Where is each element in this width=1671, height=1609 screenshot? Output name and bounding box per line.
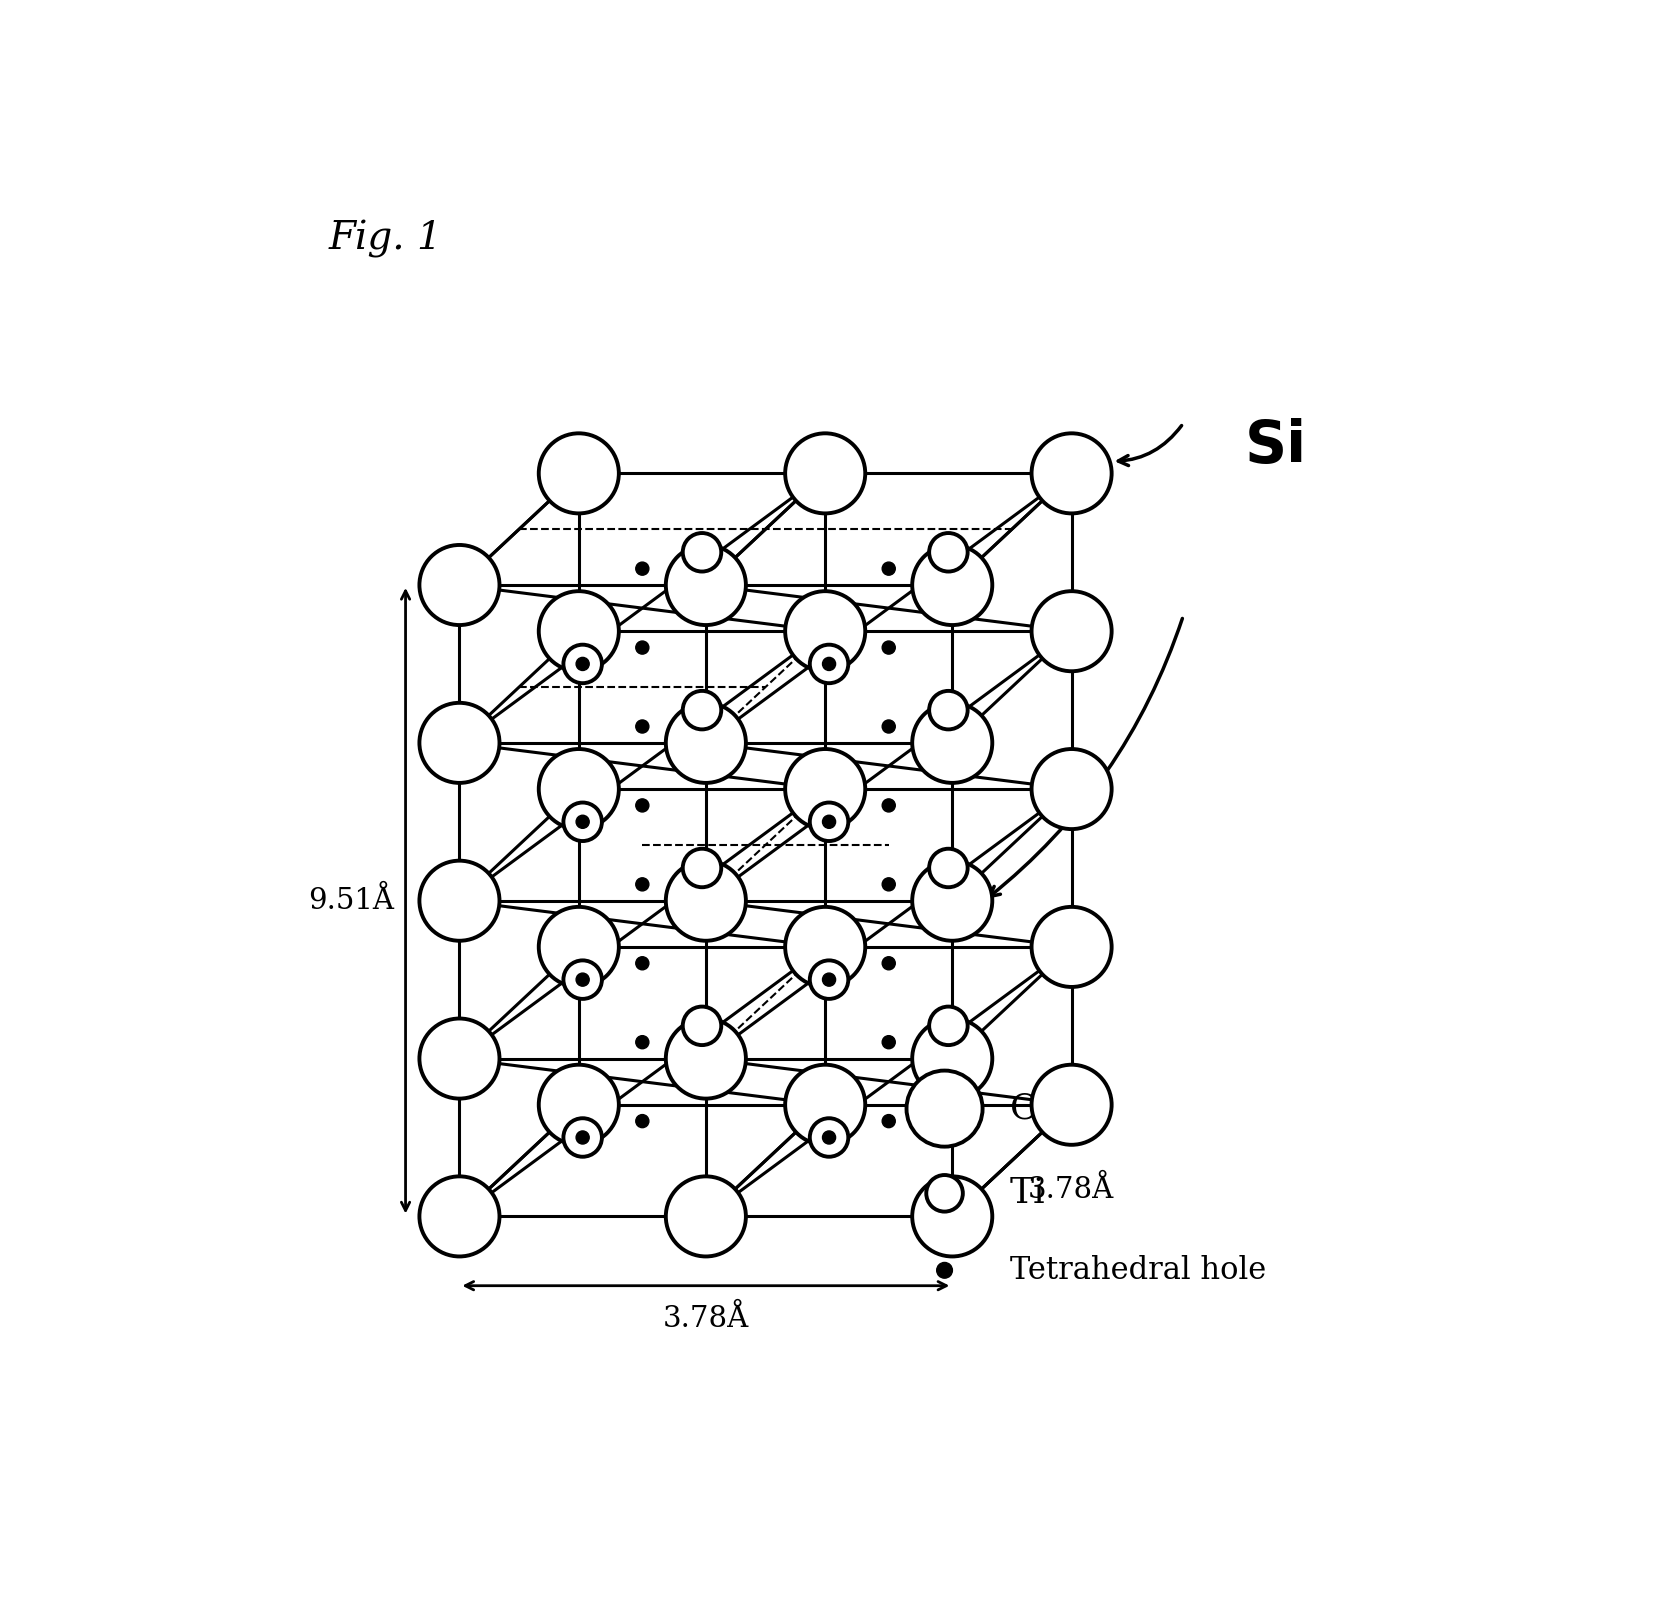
Circle shape <box>822 1131 836 1144</box>
Circle shape <box>1031 433 1111 513</box>
Circle shape <box>683 1007 722 1046</box>
Circle shape <box>882 1115 896 1128</box>
Circle shape <box>912 545 993 624</box>
Text: 9.51Å: 9.51Å <box>307 887 394 916</box>
Circle shape <box>635 640 648 655</box>
Circle shape <box>635 1115 648 1128</box>
Circle shape <box>882 800 896 813</box>
Circle shape <box>538 907 618 986</box>
Circle shape <box>538 750 618 829</box>
Circle shape <box>563 1118 602 1157</box>
Circle shape <box>912 1018 993 1099</box>
Text: Fig. 1: Fig. 1 <box>329 219 443 257</box>
Circle shape <box>665 1176 745 1257</box>
Circle shape <box>1031 907 1111 986</box>
Circle shape <box>882 1036 896 1049</box>
Circle shape <box>822 816 836 829</box>
Circle shape <box>882 879 896 891</box>
Circle shape <box>635 1036 648 1049</box>
Circle shape <box>563 803 602 842</box>
Circle shape <box>810 645 849 684</box>
Circle shape <box>912 703 993 784</box>
Circle shape <box>810 803 849 842</box>
Circle shape <box>665 861 745 941</box>
Circle shape <box>929 1007 968 1046</box>
Circle shape <box>683 533 722 571</box>
Circle shape <box>822 973 836 986</box>
Circle shape <box>912 861 993 941</box>
Circle shape <box>576 1131 590 1144</box>
Circle shape <box>683 848 722 887</box>
Circle shape <box>538 1065 618 1144</box>
Circle shape <box>810 961 849 999</box>
Circle shape <box>937 1263 952 1278</box>
Circle shape <box>538 591 618 671</box>
Circle shape <box>419 1176 500 1257</box>
Circle shape <box>635 800 648 813</box>
Circle shape <box>683 690 722 729</box>
Circle shape <box>785 433 866 513</box>
Circle shape <box>929 690 968 729</box>
Circle shape <box>785 1065 866 1144</box>
Text: Si: Si <box>1245 418 1307 475</box>
Circle shape <box>419 545 500 624</box>
Circle shape <box>882 562 896 574</box>
Circle shape <box>882 957 896 970</box>
Circle shape <box>635 879 648 891</box>
Text: Tetrahedral hole: Tetrahedral hole <box>1009 1255 1267 1286</box>
Circle shape <box>1031 591 1111 671</box>
Circle shape <box>665 1018 745 1099</box>
Circle shape <box>810 1118 849 1157</box>
Circle shape <box>912 1176 993 1257</box>
Circle shape <box>635 562 648 574</box>
Circle shape <box>563 961 602 999</box>
Text: 3.78Å: 3.78Å <box>663 1305 749 1334</box>
Circle shape <box>906 1070 983 1147</box>
Circle shape <box>929 848 968 887</box>
Circle shape <box>576 816 590 829</box>
Circle shape <box>882 719 896 734</box>
Text: Ti: Ti <box>1009 1176 1046 1210</box>
Circle shape <box>785 591 866 671</box>
Circle shape <box>635 719 648 734</box>
Circle shape <box>538 433 618 513</box>
Circle shape <box>419 703 500 784</box>
Circle shape <box>665 545 745 624</box>
Circle shape <box>785 750 866 829</box>
Circle shape <box>822 658 836 671</box>
Circle shape <box>665 703 745 784</box>
Circle shape <box>563 645 602 684</box>
Circle shape <box>419 861 500 941</box>
Text: 3.78Å: 3.78Å <box>1028 1176 1113 1204</box>
Circle shape <box>785 907 866 986</box>
Circle shape <box>929 533 968 571</box>
Circle shape <box>635 957 648 970</box>
Circle shape <box>1031 750 1111 829</box>
Circle shape <box>1031 1065 1111 1144</box>
Circle shape <box>419 1018 500 1099</box>
Text: O: O <box>1009 1091 1039 1126</box>
Circle shape <box>576 973 590 986</box>
Circle shape <box>926 1175 962 1212</box>
Circle shape <box>576 658 590 671</box>
Circle shape <box>882 640 896 655</box>
